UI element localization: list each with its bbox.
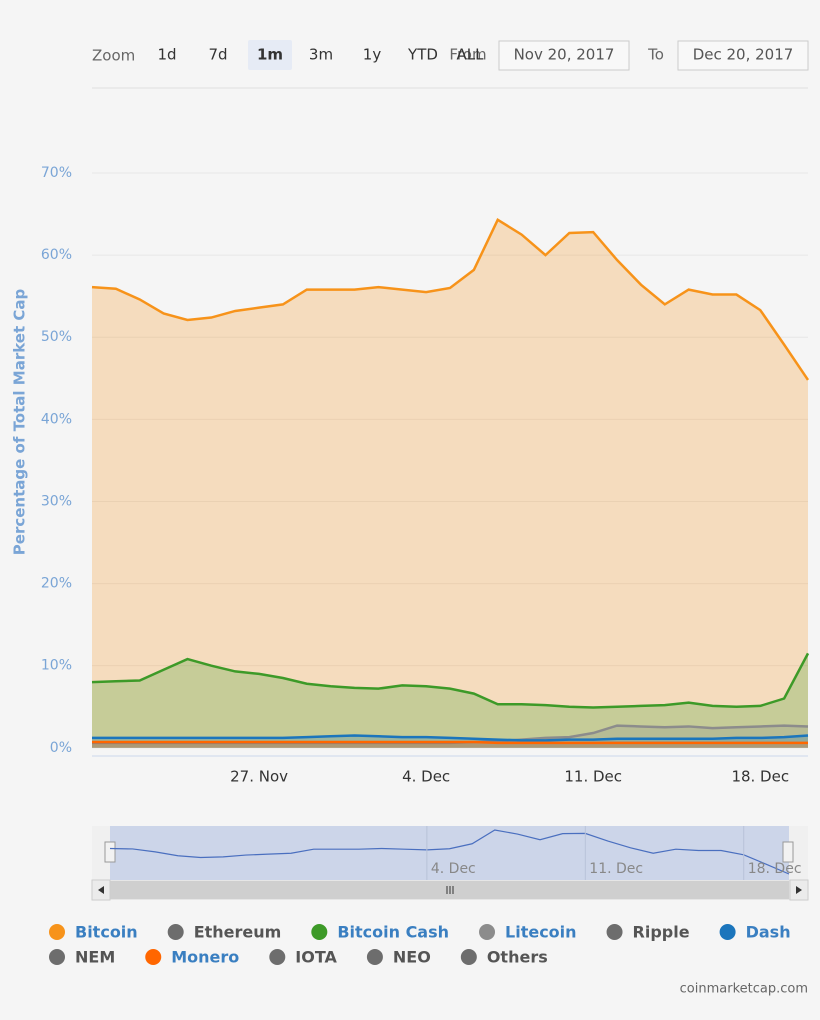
legend-item[interactable]: NEO bbox=[366, 948, 431, 967]
zoom-button[interactable]: 1d bbox=[157, 46, 176, 64]
area-fill bbox=[92, 219, 808, 748]
legend-label: Monero bbox=[171, 948, 239, 967]
legend-item[interactable]: Ethereum bbox=[167, 923, 282, 942]
zoom-label: Zoom bbox=[92, 47, 135, 65]
from-input-box[interactable] bbox=[498, 40, 630, 71]
legend-marker bbox=[167, 924, 184, 940]
to-input[interactable]: Dec 20, 2017 bbox=[693, 46, 794, 64]
legend-marker bbox=[366, 949, 383, 965]
navigator-label: 11. Dec bbox=[589, 861, 643, 877]
x-tick-label: 11. Dec bbox=[564, 768, 622, 786]
legend-label: NEM bbox=[75, 948, 115, 967]
series-line bbox=[92, 734, 809, 742]
legend-item[interactable]: Ripple bbox=[606, 923, 690, 942]
navigator-window[interactable] bbox=[110, 826, 789, 880]
legend-marker bbox=[460, 949, 477, 965]
scroll-left-arrow bbox=[98, 886, 104, 894]
y-tick-label: 50% bbox=[41, 329, 72, 345]
legend-marker bbox=[49, 949, 65, 965]
scroll-grip bbox=[446, 886, 454, 894]
y-tick-label: 60% bbox=[41, 247, 72, 263]
navigator-label: 18. Dec bbox=[748, 861, 802, 877]
legend-marker bbox=[145, 949, 162, 965]
zoom-button[interactable]: ALL bbox=[457, 46, 485, 64]
legend-item[interactable]: Dash bbox=[719, 923, 791, 942]
zoom-button-selected bbox=[248, 40, 292, 70]
legend-marker bbox=[479, 924, 496, 940]
y-tick-label: 20% bbox=[41, 576, 72, 592]
y-tick-label: 40% bbox=[41, 411, 72, 427]
zoom-button[interactable]: 3m bbox=[309, 46, 333, 64]
zoom-button[interactable]: 1y bbox=[363, 46, 382, 64]
y-axis-title: Percentage of Total Market Cap bbox=[11, 289, 29, 556]
y-tick-label: 30% bbox=[41, 493, 72, 509]
x-tick-label: 4. Dec bbox=[402, 768, 450, 786]
navigator-handle[interactable] bbox=[782, 841, 794, 863]
series-line bbox=[91, 652, 810, 709]
zoom-button[interactable]: YTD bbox=[407, 46, 438, 64]
legend-label: Ethereum bbox=[194, 923, 282, 942]
zoom-button[interactable]: 1m bbox=[257, 46, 283, 64]
from-label: From bbox=[449, 46, 486, 64]
y-tick-label: 70% bbox=[41, 165, 72, 181]
to-input-box[interactable] bbox=[677, 40, 809, 71]
legend-item[interactable]: IOTA bbox=[269, 948, 338, 967]
legend-item[interactable]: Bitcoin bbox=[49, 923, 138, 942]
to-label: To bbox=[647, 46, 664, 64]
legend-label: Dash bbox=[746, 923, 791, 942]
navigator-label: 4. Dec bbox=[431, 861, 476, 877]
legend-label: Ripple bbox=[633, 923, 690, 942]
legend-marker bbox=[606, 924, 623, 940]
legend-label: Litecoin bbox=[505, 923, 577, 942]
legend-item[interactable]: Others bbox=[460, 948, 548, 967]
legend-marker bbox=[311, 924, 328, 940]
legend-marker bbox=[49, 924, 65, 940]
legend-item[interactable]: NEM bbox=[49, 948, 115, 967]
legend-marker bbox=[719, 924, 736, 940]
series-line bbox=[92, 740, 808, 745]
legend-label: Bitcoin Cash bbox=[337, 923, 449, 942]
navigator-line bbox=[109, 829, 790, 875]
legend-label: NEO bbox=[393, 948, 431, 967]
credit[interactable]: coinmarketcap.com bbox=[680, 982, 808, 997]
scroll-right-arrow bbox=[796, 886, 802, 894]
navigator-handle[interactable] bbox=[104, 841, 116, 863]
y-tick-label: 0% bbox=[50, 740, 72, 756]
legend-label: Bitcoin bbox=[75, 923, 138, 942]
zoom-button[interactable]: 7d bbox=[208, 46, 227, 64]
x-tick-label: 27. Nov bbox=[230, 768, 288, 786]
legend-item[interactable]: Monero bbox=[145, 948, 239, 967]
x-tick-label: 18. Dec bbox=[731, 768, 789, 786]
legend-label: IOTA bbox=[295, 948, 337, 967]
from-input[interactable]: Nov 20, 2017 bbox=[514, 46, 615, 64]
series-line bbox=[91, 218, 810, 381]
legend-item[interactable]: Litecoin bbox=[479, 923, 577, 942]
legend-marker bbox=[269, 949, 286, 965]
y-tick-label: 10% bbox=[41, 658, 72, 674]
legend-label: Others bbox=[487, 948, 548, 967]
legend-item[interactable]: Bitcoin Cash bbox=[311, 923, 449, 942]
